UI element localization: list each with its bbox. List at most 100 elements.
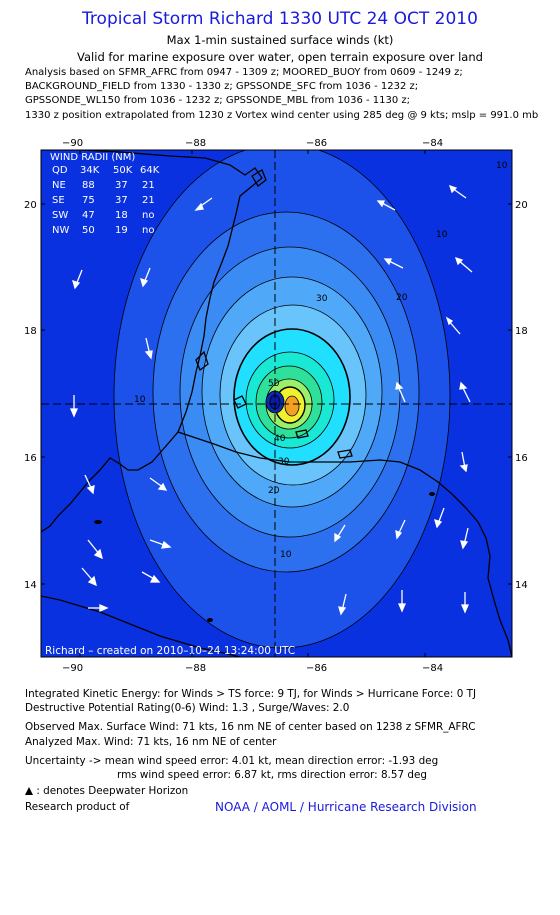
lat-tick-right: 20 <box>515 200 528 211</box>
lon-tick-top: −90 <box>62 138 83 149</box>
contour-label: 20 <box>396 293 408 303</box>
contour-label: 20 <box>268 486 280 496</box>
wind-arrow <box>434 507 445 529</box>
pacific-coast <box>41 595 241 657</box>
wind-arrow <box>144 337 153 360</box>
division-link[interactable]: NOAA / AOML / Hurricane Research Divisio… <box>215 800 477 814</box>
lon-tick-bottom: −84 <box>422 663 443 674</box>
lat-tick-left: 14 <box>24 580 37 591</box>
wind-arrow <box>88 604 109 612</box>
wind-arrow <box>84 474 95 495</box>
lon-tick-top: −84 <box>422 138 443 149</box>
created-label: Richard – created on 2010–10–24 13:24:00… <box>45 645 295 657</box>
tick-marks <box>41 150 512 657</box>
wind-radii-table: WIND RADII (NM) QD 34K 50K 64K NE 88 37 … <box>50 152 160 236</box>
wind-arrow <box>459 451 468 473</box>
horizon-text: : denotes Deepwater Horizon <box>36 785 189 797</box>
radii-header: 64K <box>140 165 160 176</box>
lat-tick-left: 18 <box>24 326 37 337</box>
wind-arrow <box>81 567 97 587</box>
radii-cell: 21 <box>142 195 155 206</box>
observed-line: Observed Max. Surface Wind: 71 kts, 16 n… <box>25 721 476 733</box>
wind-arrow <box>141 571 161 583</box>
radii-title: WIND RADII (NM) <box>50 152 135 163</box>
wind-arrow <box>459 381 471 403</box>
lat-tick-right: 14 <box>515 580 528 591</box>
radii-cell: 37 <box>115 180 128 191</box>
wind-arrow <box>194 197 213 211</box>
contour-label: 10 <box>496 161 508 171</box>
horizon-legend: : denotes Deepwater Horizon <box>25 785 188 797</box>
uncertainty-line: Uncertainty -> mean wind speed error: 4.… <box>25 755 439 767</box>
wind-arrow <box>445 316 461 335</box>
info-line: GPSSONDE_WL150 from 1036 - 1232 z; GPSSO… <box>25 95 411 106</box>
lat-tick-left: 20 <box>24 200 37 211</box>
contour-label: 50 <box>268 379 280 389</box>
radii-cell: 88 <box>82 180 95 191</box>
lat-tick-right: 18 <box>515 326 528 337</box>
ike-line: Integrated Kinetic Energy: for Winds > T… <box>25 688 477 700</box>
radii-cell: 21 <box>142 180 155 191</box>
contour-label: 10 <box>436 230 448 240</box>
contour-label: 10 <box>134 395 146 405</box>
radii-header: 34K <box>80 165 100 176</box>
analyzed-line: Analyzed Max. Wind: 71 kts, 16 nm NE of … <box>25 736 277 748</box>
radii-header: QD <box>52 165 68 176</box>
plot-frame <box>40 149 513 658</box>
contour-70 <box>285 396 299 416</box>
island <box>295 429 309 439</box>
wind-arrow <box>140 267 151 288</box>
wind-vectors <box>70 184 473 616</box>
wind-arrow <box>70 395 78 418</box>
center-crosshair <box>41 150 512 657</box>
wind-arrow <box>87 539 103 560</box>
island <box>337 449 353 459</box>
wind-arrow <box>383 258 404 269</box>
yucatan-coast <box>41 150 263 533</box>
radii-cell: 37 <box>115 195 128 206</box>
coastlines <box>41 150 512 657</box>
lon-tick-bottom: −88 <box>185 663 206 674</box>
radii-cell: no <box>142 210 154 221</box>
subtitle: Max 1-min sustained surface winds (kt) <box>166 33 394 47</box>
wind-contours: 10 10 10 20 20 30 30 40 50 10 <box>41 150 512 657</box>
wind-arrow <box>149 477 168 491</box>
contour-label: 30 <box>278 457 290 467</box>
wind-analysis-map: 10 10 10 20 20 30 30 40 50 10 <box>24 138 528 674</box>
page-title: Tropical Storm Richard 1330 UTC 24 OCT 2… <box>82 9 478 29</box>
lat-tick-left: 16 <box>24 453 37 464</box>
wind-arrow <box>149 539 172 549</box>
contour-labels: 10 10 10 20 20 30 30 40 50 10 <box>134 161 508 560</box>
info-line: BACKGROUND_FIELD from 1330 - 1330 z; GPS… <box>25 81 419 92</box>
platform-icon <box>25 787 33 795</box>
wind-arrow <box>398 590 406 613</box>
wind-arrow <box>460 527 469 550</box>
wind-arrow <box>376 200 396 211</box>
lake-markers <box>94 492 435 622</box>
radii-cell: 50 <box>82 225 95 236</box>
radii-cell: 19 <box>115 225 128 236</box>
radii-cell: SE <box>52 195 65 206</box>
wind-arrow <box>338 593 347 616</box>
lat-tick-right: 16 <box>515 453 528 464</box>
radii-cell: no <box>142 225 154 236</box>
radii-cell: 18 <box>115 210 128 221</box>
wind-arrow <box>72 269 83 290</box>
lon-tick-top: −88 <box>185 138 206 149</box>
info-line: 1330 z position extrapolated from 1230 z… <box>25 110 539 121</box>
radii-cell: NW <box>52 225 69 236</box>
info-line: Analysis based on SFMR_AFRC from 0947 - … <box>25 67 463 78</box>
uncertainty-line: rms wind speed error: 6.87 kt, rms direc… <box>117 769 427 781</box>
validity-note: Valid for marine exposure over water, op… <box>77 50 483 64</box>
wind-arrow <box>461 592 469 614</box>
radii-header: 50K <box>113 165 133 176</box>
island <box>251 169 267 187</box>
wind-arrow <box>454 256 473 273</box>
dpr-line: Destructive Potential Rating(0-6) Wind: … <box>25 702 350 714</box>
contour-label: 30 <box>316 294 328 304</box>
island <box>195 350 209 372</box>
wind-arrow <box>448 184 467 199</box>
research-line: Research product of <box>25 801 130 813</box>
radii-cell: 47 <box>82 210 95 221</box>
axis-labels: −90 −88 −86 −84 −90 −88 −86 −84 20 18 16… <box>24 138 528 674</box>
